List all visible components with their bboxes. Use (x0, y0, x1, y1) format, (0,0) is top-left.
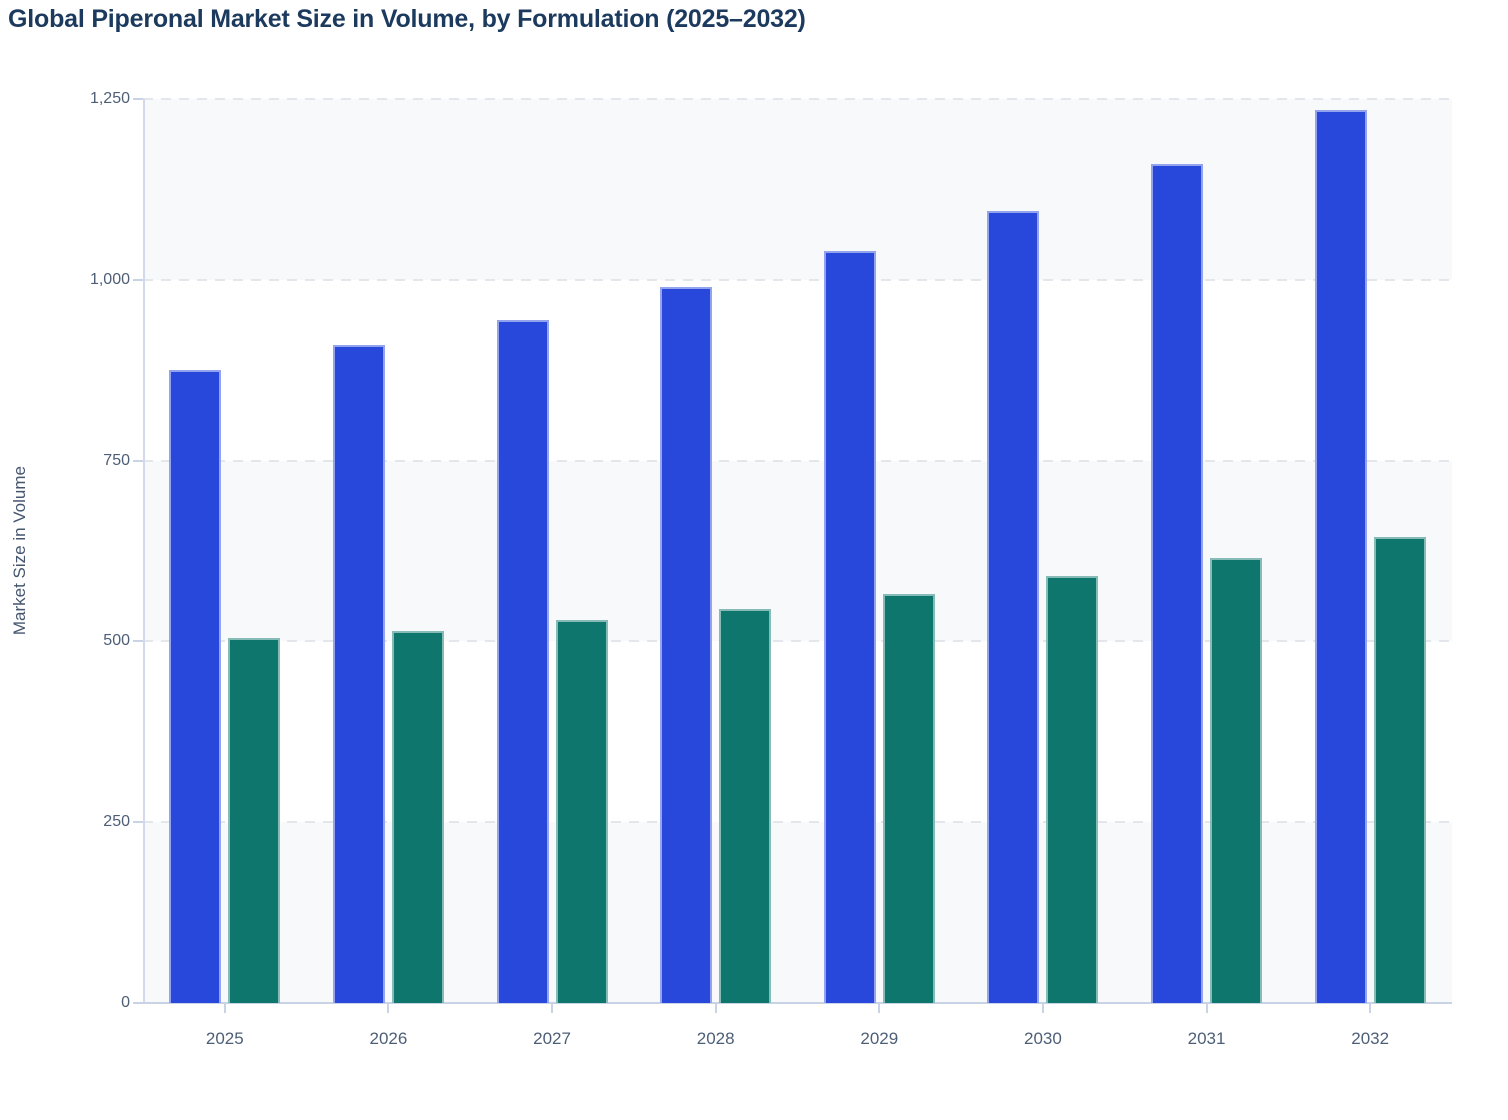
gridline (143, 278, 1452, 281)
x-tick-mark (1205, 1004, 1208, 1013)
x-tick-mark (714, 1004, 717, 1013)
y-tick-label: 0 (121, 994, 130, 1011)
gridline (143, 98, 1452, 100)
gridline (143, 640, 1452, 643)
y-tick-mark (133, 459, 143, 462)
y-tick-mark (133, 821, 143, 824)
bar-group (470, 99, 634, 1003)
bar-blue-series (169, 370, 222, 1003)
x-tick-cell: 2029 (798, 1003, 962, 1049)
x-tick-mark (1041, 1004, 1044, 1013)
bar-teal-series (1210, 558, 1263, 1003)
bar-teal-series (719, 608, 772, 1003)
x-tick-mark (223, 1004, 226, 1013)
x-axis-line (133, 1002, 1452, 1004)
y-axis-line (143, 99, 145, 1003)
x-tick-label: 2025 (205, 1029, 244, 1048)
plot-area (133, 98, 1452, 1004)
x-tick-cell: 2028 (634, 1003, 798, 1049)
gridline (143, 821, 1452, 824)
bar-blue-series (1151, 164, 1204, 1003)
x-tick-cell: 2027 (470, 1003, 634, 1049)
bar-group (961, 99, 1125, 1003)
y-tick-mark (133, 278, 143, 281)
bar-blue-series (1314, 109, 1367, 1003)
bar-blue-series (332, 344, 385, 1003)
x-tick-label: 2028 (696, 1029, 735, 1048)
x-axis-tick-labels: 2025 2026 2027 2028 2029 2030 2031 2032 (143, 1003, 1452, 1049)
x-tick-cell: 2032 (1288, 1003, 1452, 1049)
gridline (143, 459, 1452, 462)
bar-blue-series (987, 211, 1040, 1003)
bar-teal-series (228, 637, 281, 1003)
x-tick-mark (878, 1004, 881, 1013)
y-tick-label: 750 (103, 451, 130, 469)
y-axis-tick-labels: 1,250 1,000 750 500 250 0 (0, 90, 130, 1011)
x-tick-label: 2030 (1024, 1029, 1062, 1048)
x-tick-cell: 2031 (1125, 1003, 1289, 1049)
bar-teal-series (1373, 536, 1426, 1003)
bar-group (798, 99, 962, 1003)
x-tick-mark (1369, 1004, 1372, 1013)
bar-blue-series (660, 287, 713, 1003)
bar-teal-series (882, 594, 935, 1003)
x-tick-mark (387, 1004, 390, 1013)
x-tick-cell: 2025 (143, 1003, 307, 1049)
y-tick-mark (133, 640, 143, 643)
bar-teal-series (391, 630, 444, 1003)
bar-group (634, 99, 798, 1003)
bar-blue-series (823, 250, 876, 1003)
bar-group (1288, 99, 1452, 1003)
bar-teal-series (555, 619, 608, 1003)
bar-group (1125, 99, 1289, 1003)
x-tick-cell: 2030 (961, 1003, 1125, 1049)
x-tick-label: 2026 (369, 1029, 408, 1048)
y-tick-label: 500 (103, 632, 130, 650)
y-tick-label: 1,000 (89, 270, 130, 288)
bar-groups (143, 99, 1452, 1003)
chart-title: Global Piperonal Market Size in Volume, … (8, 5, 806, 33)
x-tick-cell: 2026 (307, 1003, 471, 1049)
y-tick-label: 1,250 (89, 90, 130, 107)
bar-teal-series (1046, 576, 1099, 1003)
y-tick-mark (133, 98, 143, 100)
x-tick-mark (551, 1004, 554, 1013)
bar-group (307, 99, 471, 1003)
x-tick-label: 2027 (533, 1029, 571, 1048)
x-tick-label: 2032 (1351, 1029, 1390, 1048)
x-tick-label: 2029 (860, 1029, 899, 1048)
y-tick-label: 250 (103, 813, 130, 831)
y-tick-mark (133, 1002, 143, 1004)
bar-blue-series (496, 319, 549, 1003)
plot-band (143, 99, 1452, 280)
bar-group (143, 99, 307, 1003)
x-tick-label: 2031 (1187, 1029, 1226, 1048)
